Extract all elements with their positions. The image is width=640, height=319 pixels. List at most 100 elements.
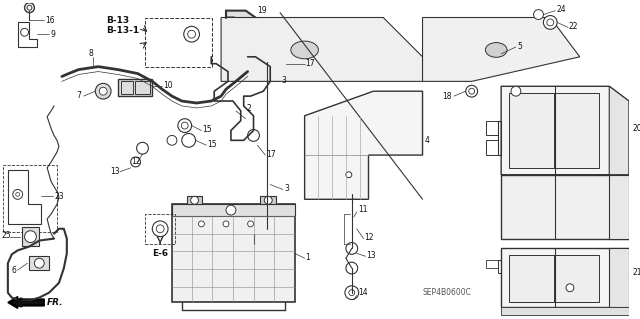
Circle shape (99, 87, 107, 95)
Circle shape (35, 258, 44, 268)
Text: 15: 15 (207, 140, 217, 149)
Circle shape (566, 284, 574, 292)
Polygon shape (226, 11, 266, 47)
Polygon shape (609, 175, 629, 239)
Circle shape (152, 221, 168, 237)
Bar (172, 204, 295, 216)
Circle shape (346, 242, 358, 254)
Bar (145, 18, 212, 67)
Bar (187, 197, 202, 204)
Polygon shape (501, 249, 629, 308)
Text: 18: 18 (442, 92, 452, 100)
Polygon shape (221, 18, 422, 81)
Text: 3: 3 (281, 76, 286, 85)
Polygon shape (305, 91, 422, 199)
Polygon shape (509, 255, 600, 302)
Text: 19: 19 (257, 6, 267, 15)
Polygon shape (501, 86, 629, 175)
Circle shape (534, 10, 543, 19)
Bar (145, 214, 175, 243)
Text: 16: 16 (45, 16, 55, 25)
Text: 21: 21 (633, 268, 640, 277)
Circle shape (20, 28, 29, 36)
Text: 1: 1 (306, 253, 310, 262)
Circle shape (226, 205, 236, 215)
Circle shape (264, 197, 272, 204)
Circle shape (13, 189, 22, 199)
Text: 14: 14 (358, 288, 368, 297)
Polygon shape (22, 227, 39, 247)
Text: 13: 13 (367, 251, 376, 260)
Polygon shape (501, 175, 629, 239)
Circle shape (349, 290, 355, 296)
Circle shape (167, 136, 177, 145)
Polygon shape (501, 308, 629, 315)
Circle shape (95, 83, 111, 99)
Circle shape (346, 172, 352, 178)
Bar (172, 204, 295, 302)
Circle shape (248, 221, 253, 227)
Text: 17: 17 (306, 59, 316, 68)
Polygon shape (609, 86, 629, 175)
Text: 10: 10 (163, 81, 173, 90)
Circle shape (191, 197, 198, 204)
Circle shape (156, 225, 164, 233)
Text: 24: 24 (556, 5, 566, 14)
Circle shape (178, 119, 191, 132)
Text: 2: 2 (246, 104, 252, 113)
Text: SEP4B0600C: SEP4B0600C (422, 288, 472, 297)
Circle shape (543, 16, 557, 29)
Circle shape (274, 58, 286, 70)
Text: 12: 12 (365, 233, 374, 242)
Bar (260, 197, 276, 204)
Circle shape (131, 157, 141, 167)
Text: 15: 15 (202, 125, 212, 134)
Circle shape (181, 122, 188, 129)
Text: 12: 12 (132, 158, 141, 167)
Text: 7: 7 (77, 91, 81, 100)
Circle shape (24, 231, 36, 242)
Polygon shape (422, 18, 580, 81)
Text: 25: 25 (2, 231, 12, 240)
Text: 6: 6 (12, 265, 17, 275)
Circle shape (136, 142, 148, 154)
FancyArrow shape (8, 297, 44, 308)
Circle shape (182, 133, 196, 147)
Text: E-6: E-6 (152, 249, 168, 258)
Ellipse shape (291, 41, 318, 59)
Polygon shape (509, 93, 600, 168)
Text: FR.: FR. (47, 298, 63, 307)
Text: 9: 9 (50, 30, 55, 39)
Polygon shape (29, 256, 49, 270)
Circle shape (468, 88, 475, 94)
Ellipse shape (485, 42, 507, 57)
Polygon shape (118, 79, 152, 96)
Circle shape (188, 30, 196, 38)
Circle shape (16, 192, 20, 197)
Text: B-13-1: B-13-1 (106, 26, 140, 35)
Circle shape (466, 85, 477, 97)
Text: 17: 17 (266, 150, 276, 159)
Text: 8: 8 (88, 49, 93, 58)
Text: 3: 3 (284, 184, 289, 193)
Circle shape (184, 26, 200, 42)
Circle shape (346, 262, 358, 274)
Text: 23: 23 (54, 192, 63, 201)
Circle shape (248, 130, 259, 141)
Bar (3, 165, 57, 232)
Circle shape (24, 3, 35, 12)
Circle shape (27, 5, 32, 10)
Circle shape (223, 221, 229, 227)
Circle shape (547, 19, 554, 26)
Text: 20: 20 (633, 124, 640, 133)
Text: 5: 5 (517, 41, 522, 50)
Text: B-13: B-13 (106, 16, 129, 25)
Circle shape (511, 86, 521, 96)
Text: 13: 13 (110, 167, 120, 176)
Text: 11: 11 (358, 204, 368, 214)
Text: 4: 4 (424, 136, 429, 145)
Text: 22: 22 (569, 22, 579, 31)
Circle shape (198, 221, 204, 227)
Polygon shape (609, 249, 629, 308)
Circle shape (277, 61, 283, 67)
